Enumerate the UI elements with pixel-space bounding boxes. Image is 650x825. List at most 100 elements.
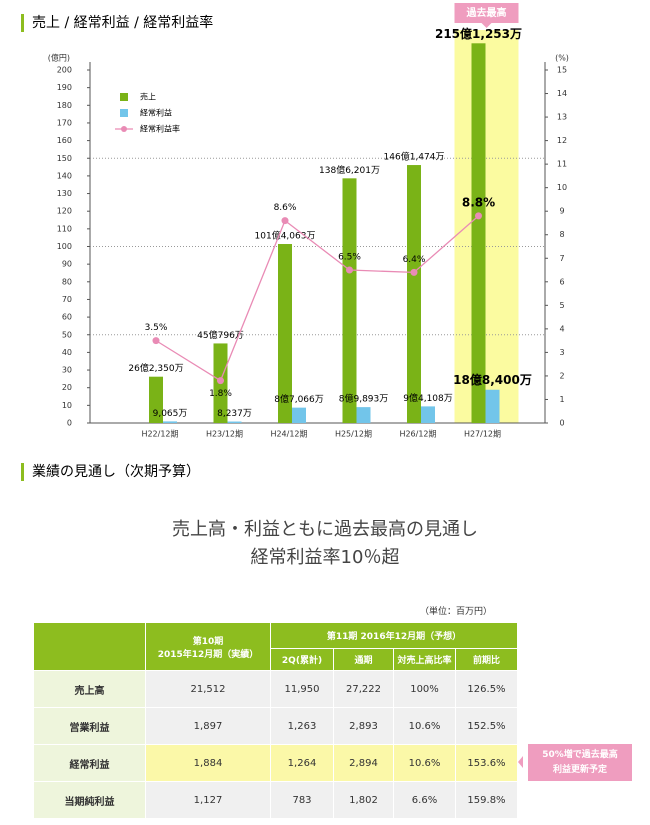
legend-swatch xyxy=(120,109,128,117)
value-label: 9億4,108万 xyxy=(403,392,453,404)
value-label: 45億796万 xyxy=(197,329,244,341)
y-tick-label: 110 xyxy=(57,224,72,233)
y2-tick-label: 1 xyxy=(559,395,564,404)
y-axis-label: (億円) xyxy=(48,53,70,63)
table-cell: 10.6% xyxy=(393,707,456,745)
header-row: 2Q(累計) 通期 対売上高比率 前期比 xyxy=(34,648,518,671)
table-cell: 27,222 xyxy=(333,670,394,708)
y2-axis-label: (%) xyxy=(555,54,569,63)
value-label: 8億7,066万 xyxy=(274,393,324,405)
y-tick-label: 10 xyxy=(62,401,72,410)
y-tick-label: 120 xyxy=(57,207,72,216)
y-tick-label: 140 xyxy=(57,171,72,180)
value-label: 6.4% xyxy=(403,255,426,265)
bar xyxy=(163,421,177,423)
table-cell: 当期純利益 xyxy=(33,781,146,819)
section-title: 売上 / 経常利益 / 経常利益率 xyxy=(32,14,213,31)
y2-tick-label: 10 xyxy=(557,183,567,192)
y2-tick-label: 4 xyxy=(559,324,564,333)
value-label: 26億2,350万 xyxy=(128,362,183,374)
highlight-label: 過去最高 xyxy=(466,6,507,19)
unit-note: （単位：百万円） xyxy=(420,607,493,617)
y-tick-label: 100 xyxy=(57,242,72,251)
header-cell: 2Q(累計) xyxy=(270,648,334,671)
bar xyxy=(292,407,306,423)
bar xyxy=(227,421,242,423)
y2-tick-label: 0 xyxy=(559,419,564,428)
y-tick-label: 30 xyxy=(62,366,72,375)
y-tick-label: 0 xyxy=(67,419,72,428)
callout: 50%増で過去最高 利益更新予定 xyxy=(518,744,632,781)
chart: 売上 / 経常利益 / 経常利益率 業績の見通し（次期予算） (億円) (%) … xyxy=(21,3,569,481)
y2-tick-label: 2 xyxy=(559,371,564,380)
bar xyxy=(421,406,435,423)
legend-label: 売上 xyxy=(140,92,156,102)
y2-tick-label: 8 xyxy=(559,230,564,239)
table-cell: 152.5% xyxy=(455,707,518,745)
bar xyxy=(471,43,486,424)
table-cell: 2,893 xyxy=(333,707,394,745)
table-cell: 783 xyxy=(270,781,334,819)
bar xyxy=(485,389,500,423)
y2-tick-label: 12 xyxy=(557,136,567,145)
y2-tick-label: 11 xyxy=(557,160,567,169)
rate-point xyxy=(217,377,224,385)
y-tick-label: 60 xyxy=(62,313,72,322)
value-label: 8,237万 xyxy=(217,409,252,419)
header-cell: 第10期 2015年12月期（実績） xyxy=(145,622,271,671)
table-cell: 21,512 xyxy=(145,670,271,708)
bar xyxy=(149,376,163,423)
header-cell xyxy=(33,622,146,671)
table-cell: 営業利益 xyxy=(33,707,146,745)
rate-point xyxy=(281,217,289,225)
rate-point xyxy=(152,337,160,345)
y-tick-label: 160 xyxy=(57,136,72,145)
x-tick-label: H22/12期 xyxy=(141,430,178,439)
y-tick-label: 180 xyxy=(57,101,72,110)
table-row: 経常利益 1,884 1,264 2,894 10.6% 153.6% xyxy=(33,744,518,782)
header-cell: 第11期 2016年12月期（予想） xyxy=(270,622,518,649)
y2-tick-label: 6 xyxy=(559,277,564,286)
bar xyxy=(278,244,292,423)
x-tick-label: H27/12期 xyxy=(464,430,501,439)
table-cell: 1,263 xyxy=(270,707,334,745)
rate-point xyxy=(346,266,353,274)
y-tick-label: 20 xyxy=(62,383,72,392)
headline: 経常利益率10％超 xyxy=(250,547,400,568)
y2-tick-label: 13 xyxy=(557,113,567,122)
value-label: 9,065万 xyxy=(153,409,188,419)
highlight-badge xyxy=(454,3,519,23)
table-head: 第10期 2015年12月期（実績） 第11期 2016年12月期（予想） 2Q(累計… xyxy=(33,622,518,671)
rate-point xyxy=(475,212,482,220)
header-row: 第10期 2015年12月期（実績） 第11期 2016年12月期（予想） xyxy=(33,622,518,671)
value-label: 6.5% xyxy=(338,253,361,263)
header-cell: 前期比 xyxy=(455,648,518,671)
value-label: 146億1,474万 xyxy=(384,151,445,163)
value-label: 101億4,063万 xyxy=(255,230,316,242)
value-label: 8億9,893万 xyxy=(339,393,389,405)
y-tick-label: 130 xyxy=(57,189,72,198)
value-label: 18億8,400万 xyxy=(453,372,532,387)
highlight-band xyxy=(454,30,519,423)
y-tick-label: 90 xyxy=(62,260,72,269)
table-row: 売上高 21,512 11,950 27,222 100% 126.5% xyxy=(33,670,518,708)
table-cell: 159.8% xyxy=(455,781,518,819)
y2-tick-label: 9 xyxy=(559,207,564,216)
table-row: 当期純利益 1,127 783 1,802 6.6% 159.8% xyxy=(33,781,518,819)
y2-tick-label: 3 xyxy=(559,348,564,357)
value-label: 138億6,201万 xyxy=(319,164,380,176)
table-row: 営業利益 1,897 1,263 2,893 10.6% 152.5% xyxy=(33,707,518,745)
table-cell: 2,894 xyxy=(333,744,394,782)
y-tick-label: 170 xyxy=(57,118,72,127)
legend-marker xyxy=(121,126,127,132)
bar xyxy=(342,178,357,423)
header-line: 第10期 xyxy=(192,636,224,647)
bar xyxy=(407,165,421,423)
value-label: 215億1,253万 xyxy=(435,26,522,41)
table-cell: 126.5% xyxy=(455,670,518,708)
heading-bar xyxy=(21,463,24,481)
x-tick-label: H23/12期 xyxy=(206,430,243,439)
callout-line: 50%増で過去最高 xyxy=(542,750,618,760)
section-title: 業績の見通し（次期予算） xyxy=(32,464,200,480)
